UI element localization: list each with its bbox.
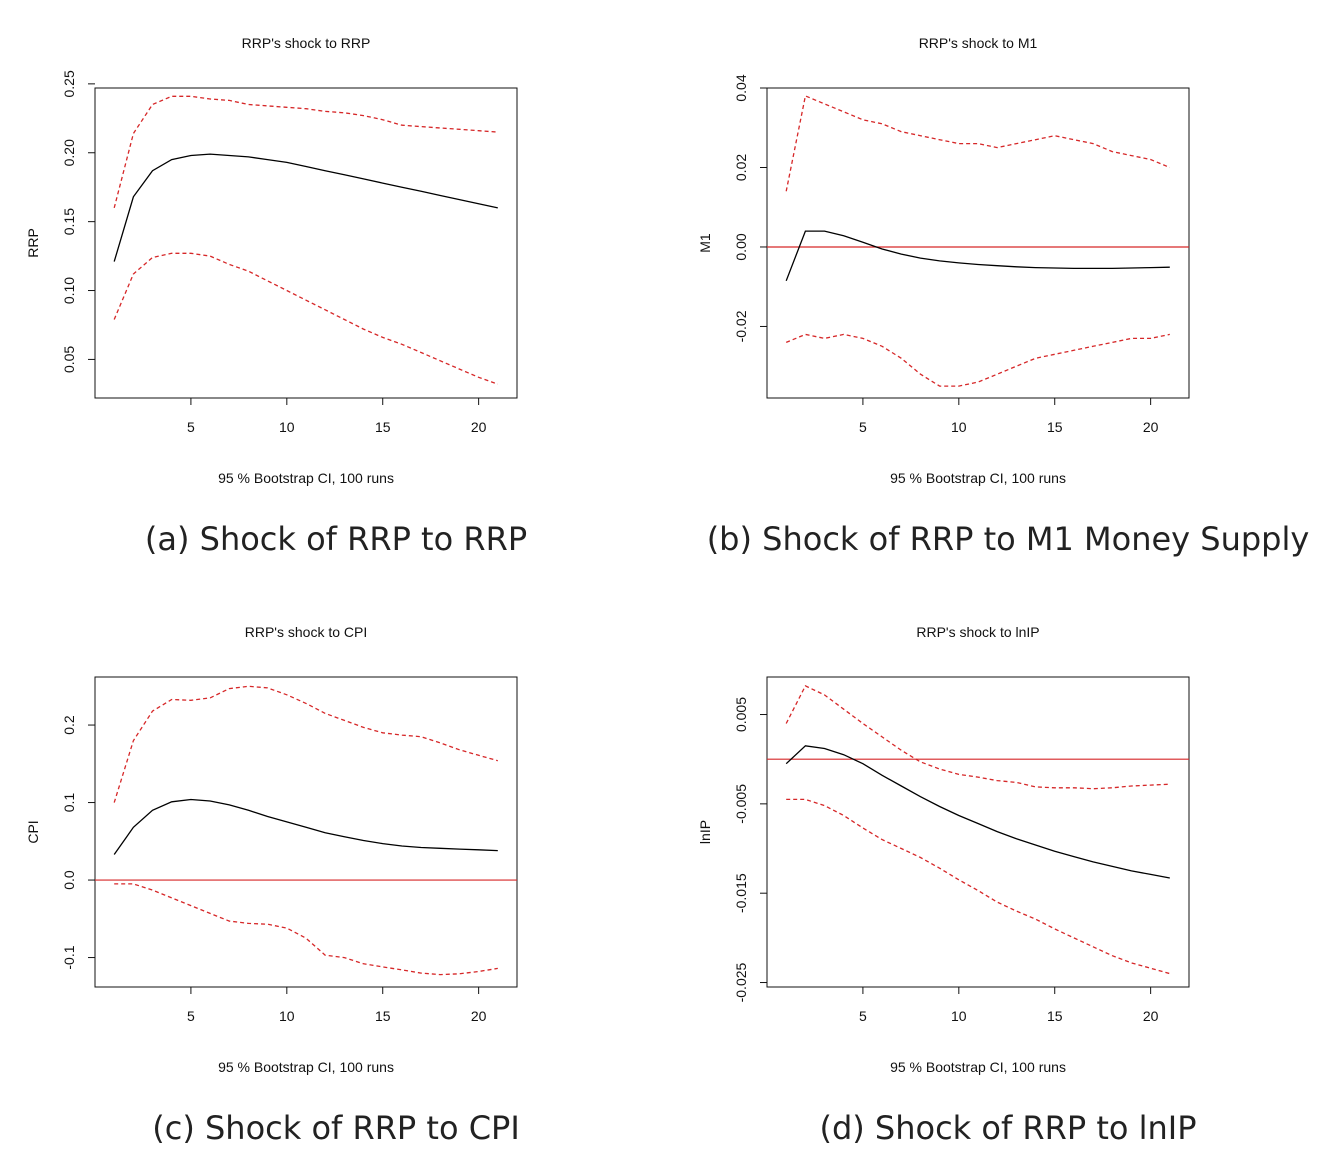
y-tick-label: 0.10 <box>61 277 77 304</box>
panel-caption: (a) Shock of RRP to RRP <box>144 520 528 558</box>
x-axis-label: 95 % Bootstrap CI, 100 runs <box>890 470 1066 486</box>
response-line <box>785 230 1170 282</box>
x-tick-label: 5 <box>187 1008 195 1024</box>
y-tick-label: -0.02 <box>733 310 749 342</box>
x-tick-label: 20 <box>471 1008 487 1024</box>
x-tick-label: 20 <box>471 419 487 435</box>
y-tick-label: 0.2 <box>61 715 77 735</box>
y-tick-label: 0.02 <box>733 154 749 181</box>
upper-ci-line <box>785 685 1170 790</box>
x-tick-label: 15 <box>1047 419 1063 435</box>
y-tick-label: 0.04 <box>733 74 749 101</box>
response-line <box>785 745 1170 879</box>
upper-ci-line <box>113 95 498 209</box>
chart-title: RRP's shock to RRP <box>242 35 371 51</box>
plot-frame <box>94 87 518 399</box>
lower-ci-line <box>786 798 1170 975</box>
y-tick-label: -0.015 <box>733 873 749 913</box>
x-tick-label: 10 <box>951 1008 967 1024</box>
x-axis-label: 95 % Bootstrap CI, 100 runs <box>890 1059 1066 1075</box>
panel-d: RRP's shock to lnIP 5 10 15 20 0.005 -0.005 -0.… <box>672 589 1344 1174</box>
panel-a: RRP's shock to RRP 5 10 15 20 0.05 0.10 0.15 0.2… <box>0 0 672 585</box>
y-axis-label: CPI <box>25 820 41 843</box>
irf-chart: RRP's shock to CPI 5 10 15 20 -0.1 0.0 0.1 0.2 95… <box>25 624 518 1075</box>
lower-ci-line <box>785 333 1170 387</box>
x-tick-label: 15 <box>1047 1008 1063 1024</box>
panel-caption: (b) Shock of RRP to M1 Money Supply <box>706 520 1310 558</box>
response-line <box>113 153 498 262</box>
x-tick-label: 5 <box>859 419 867 435</box>
y-axis-label: M1 <box>697 233 713 253</box>
chart-title: RRP's shock to M1 <box>919 35 1038 51</box>
x-tick-label: 10 <box>279 1008 295 1024</box>
irf-chart: RRP's shock to lnIP 5 10 15 20 0.005 -0.005 -0.… <box>697 624 1190 1075</box>
upper-ci-line <box>785 94 1171 192</box>
x-tick-label: 10 <box>951 419 967 435</box>
y-axis-label: RRP <box>25 228 41 258</box>
x-tick-label: 15 <box>375 419 391 435</box>
panel-b: RRP's shock to M1 5 10 15 20 -0.02 0.00 0.02 0.0… <box>672 0 1344 585</box>
chart-title: RRP's shock to lnIP <box>916 624 1039 640</box>
x-tick-label: 5 <box>187 419 195 435</box>
y-tick-label: 0.1 <box>61 793 77 813</box>
y-tick-label: -0.025 <box>733 962 749 1002</box>
chart-title: RRP's shock to CPI <box>245 624 368 640</box>
x-tick-label: 15 <box>375 1008 391 1024</box>
x-tick-label: 10 <box>279 419 295 435</box>
plot-frame <box>94 676 518 988</box>
panel-c: RRP's shock to CPI 5 10 15 20 -0.1 0.0 0.1 0.2 95… <box>0 589 672 1174</box>
y-tick-label: 0.00 <box>733 233 749 260</box>
x-axis-label: 95 % Bootstrap CI, 100 runs <box>218 470 394 486</box>
lower-ci-line <box>113 252 499 385</box>
y-tick-label: 0.20 <box>61 139 77 166</box>
panel-caption: (d) Shock of RRP to lnIP <box>819 1109 1197 1147</box>
y-tick-label: 0.005 <box>733 697 749 732</box>
x-tick-label: 20 <box>1143 419 1159 435</box>
irf-chart: RRP's shock to RRP 5 10 15 20 0.05 0.10 0.15 0.2… <box>25 35 518 486</box>
response-line <box>113 798 498 855</box>
y-tick-label: -0.005 <box>733 784 749 824</box>
lower-ci-line <box>114 883 498 976</box>
y-tick-label: 0.15 <box>61 208 77 235</box>
y-tick-label: 0.05 <box>61 346 77 373</box>
plot-frame <box>766 87 1190 399</box>
y-tick-label: -0.1 <box>61 945 77 969</box>
x-tick-label: 5 <box>859 1008 867 1024</box>
panel-caption: (c) Shock of RRP to CPI <box>152 1109 520 1147</box>
x-axis-label: 95 % Bootstrap CI, 100 runs <box>218 1059 394 1075</box>
y-axis-label: lnIP <box>697 820 713 844</box>
plot-frame <box>766 676 1190 988</box>
x-tick-label: 20 <box>1143 1008 1159 1024</box>
irf-chart: RRP's shock to M1 5 10 15 20 -0.02 0.00 0.02 0.0… <box>697 35 1190 486</box>
y-tick-label: 0.0 <box>61 870 77 890</box>
y-tick-label: 0.25 <box>61 70 77 97</box>
upper-ci-line <box>113 685 498 803</box>
